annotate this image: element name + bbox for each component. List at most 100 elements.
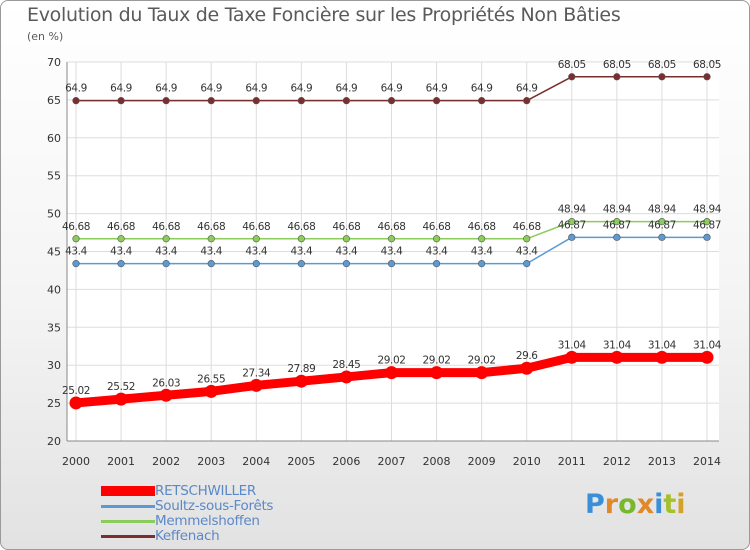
data-point-keffenach <box>207 97 215 105</box>
data-point-soultz-sous-for-ts <box>297 260 305 268</box>
data-point-retschwiller <box>700 350 714 364</box>
data-point-memmelshoffen <box>432 235 441 243</box>
data-point-retschwiller <box>249 378 263 392</box>
data-label-soultz-sous-for-ts: 43.4 <box>200 246 222 258</box>
x-tick-label: 2013 <box>648 455 676 468</box>
chart-unit-label: (en %) <box>27 30 64 43</box>
data-point-retschwiller <box>385 366 398 380</box>
data-label-memmelshoffen: 46.68 <box>287 221 315 233</box>
data-label-retschwiller: 27.89 <box>287 363 315 375</box>
data-label-memmelshoffen: 46.68 <box>242 221 270 233</box>
data-label-memmelshoffen: 46.68 <box>332 221 360 233</box>
data-label-memmelshoffen: 48.94 <box>693 204 722 216</box>
y-tick-label: 45 <box>47 246 61 259</box>
data-label-retschwiller: 27.34 <box>242 367 271 379</box>
data-point-retschwiller <box>159 388 173 402</box>
data-point-retschwiller <box>565 350 579 364</box>
data-point-memmelshoffen <box>297 235 305 243</box>
data-label-keffenach: 64.9 <box>426 83 448 95</box>
data-label-soultz-sous-for-ts: 43.4 <box>381 246 403 258</box>
data-point-retschwiller <box>339 370 353 384</box>
data-point-memmelshoffen <box>252 235 260 243</box>
data-label-soultz-sous-for-ts: 43.4 <box>426 246 448 258</box>
data-point-soultz-sous-for-ts <box>478 260 486 268</box>
y-tick-label: 35 <box>47 321 61 334</box>
y-tick-label: 55 <box>47 170 61 183</box>
data-label-retschwiller: 31.04 <box>603 339 632 351</box>
data-label-keffenach: 64.9 <box>200 83 222 95</box>
data-point-memmelshoffen <box>703 218 711 226</box>
data-point-soultz-sous-for-ts <box>207 260 215 268</box>
data-label-retschwiller: 29.02 <box>423 355 451 367</box>
data-point-retschwiller <box>475 366 489 380</box>
data-label-memmelshoffen: 48.94 <box>603 204 632 216</box>
legend-swatch-retschwiller <box>101 486 155 496</box>
data-label-soultz-sous-for-ts: 46.87 <box>648 219 676 231</box>
x-tick-label: 2000 <box>62 455 90 468</box>
data-point-memmelshoffen <box>207 235 215 243</box>
data-label-memmelshoffen: 46.68 <box>377 221 405 233</box>
data-label-soultz-sous-for-ts: 43.4 <box>516 246 538 258</box>
data-point-retschwiller <box>655 350 669 364</box>
data-label-retschwiller: 28.45 <box>332 359 360 371</box>
data-label-keffenach: 64.9 <box>516 83 538 95</box>
legend-swatch-soultz <box>101 505 155 508</box>
y-tick-label: 40 <box>47 283 61 296</box>
data-point-keffenach <box>658 73 666 81</box>
data-label-keffenach: 64.9 <box>336 83 358 95</box>
x-tick-label: 2014 <box>693 455 721 468</box>
data-point-keffenach <box>523 97 531 105</box>
x-tick-label: 2011 <box>558 455 586 468</box>
data-label-memmelshoffen: 46.68 <box>468 221 496 233</box>
data-label-retschwiller: 26.55 <box>197 373 225 385</box>
x-tick-label: 2009 <box>468 455 496 468</box>
x-tick-label: 2007 <box>378 455 406 468</box>
data-label-soultz-sous-for-ts: 46.87 <box>603 219 631 231</box>
legend-swatch-keffenach <box>101 535 155 538</box>
data-point-soultz-sous-for-ts <box>342 260 351 268</box>
data-point-soultz-sous-for-ts <box>252 260 260 268</box>
data-point-retschwiller <box>294 374 308 388</box>
data-label-retschwiller: 25.02 <box>62 385 90 397</box>
data-point-keffenach <box>117 97 125 105</box>
data-label-keffenach: 64.9 <box>471 83 493 95</box>
data-label-keffenach: 64.9 <box>155 83 177 95</box>
data-point-keffenach <box>568 73 576 81</box>
chart-title: Evolution du Taux de Taxe Foncière sur l… <box>27 4 621 26</box>
data-label-memmelshoffen: 46.68 <box>513 221 541 233</box>
data-label-keffenach: 64.9 <box>290 83 312 95</box>
data-point-memmelshoffen <box>478 235 486 243</box>
data-label-soultz-sous-for-ts: 46.87 <box>558 219 586 231</box>
data-point-memmelshoffen <box>658 218 666 226</box>
y-tick-label: 70 <box>47 56 61 69</box>
data-label-memmelshoffen: 46.68 <box>152 221 180 233</box>
data-point-retschwiller <box>520 361 534 375</box>
data-point-keffenach <box>342 97 351 105</box>
data-label-keffenach: 64.9 <box>110 83 132 95</box>
data-label-soultz-sous-for-ts: 43.4 <box>155 246 177 258</box>
x-tick-label: 2012 <box>603 455 631 468</box>
data-point-keffenach <box>478 97 486 105</box>
data-point-keffenach <box>703 73 711 81</box>
data-label-retschwiller: 26.03 <box>152 377 180 389</box>
data-point-soultz-sous-for-ts <box>72 260 80 268</box>
x-tick-label: 2003 <box>197 455 225 468</box>
data-label-soultz-sous-for-ts: 43.4 <box>471 246 493 258</box>
data-label-memmelshoffen: 48.94 <box>558 204 587 216</box>
data-point-keffenach <box>432 97 441 105</box>
data-point-memmelshoffen <box>342 235 351 243</box>
data-point-memmelshoffen <box>568 218 576 226</box>
data-label-retschwiller: 31.04 <box>558 339 587 351</box>
y-tick-label: 65 <box>47 94 61 107</box>
data-label-memmelshoffen: 46.68 <box>62 221 90 233</box>
data-point-memmelshoffen <box>387 235 396 243</box>
data-label-keffenach: 68.05 <box>648 59 676 71</box>
data-label-keffenach: 68.05 <box>558 59 586 71</box>
data-point-soultz-sous-for-ts <box>162 260 170 268</box>
data-point-soultz-sous-for-ts <box>387 260 396 268</box>
legend-label: Keffenach <box>155 528 220 544</box>
data-point-keffenach <box>387 97 396 105</box>
data-point-retschwiller <box>430 366 444 380</box>
